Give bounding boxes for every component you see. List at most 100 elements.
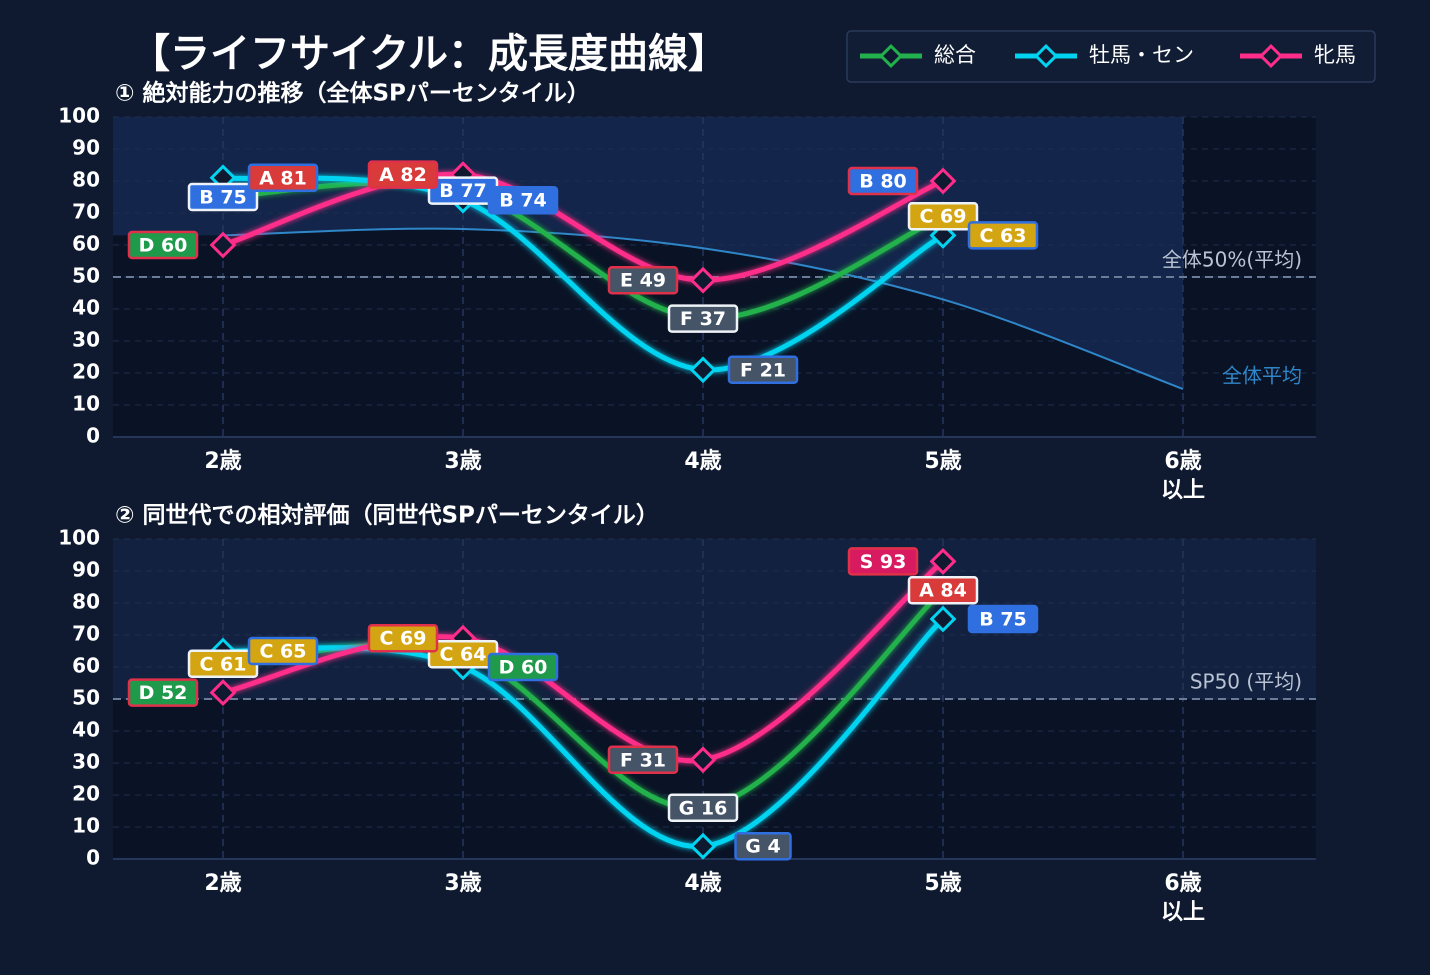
value-label-box (487, 185, 559, 215)
y-tick-label: 70 (72, 622, 100, 646)
x-tick-label: 2歳 (204, 871, 242, 896)
y-tick-label: 40 (72, 296, 100, 320)
x-tick-label: 6歳 以上 (1160, 871, 1205, 925)
y-tick-label: 90 (72, 558, 100, 582)
y-tick-label: 20 (72, 782, 100, 806)
value-label: F 21 (740, 359, 786, 381)
y-tick-label: 60 (72, 654, 100, 678)
point-marker (689, 832, 717, 860)
point-marker (929, 605, 957, 633)
value-label: S 93 (860, 551, 907, 573)
value-label-box (967, 604, 1039, 634)
x-tick-label: 6歳 以上 (1160, 449, 1205, 503)
value-label: B 77 (439, 180, 487, 202)
value-label-box (247, 163, 319, 193)
reference-label: SP50 (平均) (1190, 670, 1302, 694)
value-label-box (727, 355, 799, 385)
y-tick-label: 70 (72, 200, 100, 224)
value-label: C 69 (380, 628, 427, 650)
y-tick-label: 0 (86, 846, 100, 870)
value-label-box (847, 166, 919, 196)
value-label-box (907, 575, 979, 605)
x-tick-label: 3歳 (444, 449, 482, 474)
value-label: C 61 (200, 653, 247, 675)
x-tick-label: 5歳 (924, 871, 962, 896)
upper-region (113, 539, 1316, 699)
value-label-box (367, 623, 439, 653)
value-label: B 75 (979, 609, 1027, 631)
value-label: C 69 (920, 206, 967, 228)
value-label-box (487, 652, 559, 682)
y-tick-label: 20 (72, 360, 100, 384)
value-label-box (127, 678, 199, 707)
value-label: F 31 (620, 749, 666, 771)
value-label: A 82 (379, 164, 427, 186)
value-label: A 84 (919, 580, 967, 602)
value-label: C 63 (980, 225, 1027, 247)
point-marker (209, 679, 237, 707)
y-tick-label: 30 (72, 750, 100, 774)
value-label-box (967, 221, 1039, 250)
y-tick-label: 40 (72, 718, 100, 742)
legend-marker (878, 43, 904, 69)
series-line (220, 558, 946, 764)
point-marker (689, 746, 717, 774)
value-label: D 60 (499, 657, 548, 679)
page-title: 【ライフサイクル：成長度曲線】 (130, 31, 728, 77)
y-tick-label: 90 (72, 136, 100, 160)
legend-marker (1258, 43, 1284, 69)
value-label: D 52 (139, 682, 188, 704)
legend-box (846, 30, 1376, 83)
value-label-box (367, 160, 439, 189)
y-tick-label: 10 (72, 814, 100, 838)
point-marker (689, 266, 717, 294)
point-marker (689, 356, 717, 384)
value-label: F 37 (680, 308, 726, 330)
x-tick-label: 4歳 (684, 449, 722, 474)
y-tick-label: 50 (72, 686, 100, 710)
y-tick-label: 60 (72, 232, 100, 256)
y-tick-label: 100 (58, 526, 100, 550)
value-label: D 60 (139, 235, 188, 257)
value-label-box (667, 793, 739, 823)
value-label: E 49 (620, 270, 666, 292)
legend-label: 総合 (934, 43, 976, 67)
point-marker (929, 547, 957, 575)
legend-marker (1033, 43, 1059, 69)
value-label-box (667, 304, 739, 333)
value-label-box (907, 201, 979, 231)
value-label-box (734, 831, 792, 861)
y-tick-label: 30 (72, 328, 100, 352)
value-label-box (247, 636, 319, 666)
value-label-box (607, 265, 679, 295)
value-label-box (187, 182, 259, 212)
baseline-line (222, 227, 1184, 390)
y-tick-label: 0 (86, 424, 100, 448)
value-label: G 16 (679, 797, 728, 819)
value-label: B 80 (859, 171, 907, 193)
value-label: B 74 (499, 190, 547, 212)
y-tick-label: 80 (72, 168, 100, 192)
chart-subtitle: ① 絶対能力の推移（全体SPパーセンタイル） (115, 80, 590, 107)
baseline-label: 全体平均 (1222, 364, 1302, 388)
x-tick-label: 4歳 (684, 871, 722, 896)
value-label-box (847, 547, 919, 576)
y-tick-label: 80 (72, 590, 100, 614)
series-line (220, 616, 946, 849)
point-marker (209, 231, 237, 259)
value-label-box (127, 230, 199, 260)
x-tick-label: 5歳 (924, 449, 962, 474)
y-tick-label: 100 (58, 104, 100, 128)
reference-label: 全体50%(平均) (1162, 248, 1302, 272)
chart-subtitle: ② 同世代での相対評価（同世代SPパーセンタイル） (115, 502, 659, 529)
value-label-box (607, 745, 679, 775)
value-label: C 65 (260, 641, 307, 663)
value-label: C 64 (440, 644, 487, 666)
value-label: G 4 (745, 836, 780, 858)
series-line (220, 175, 946, 373)
legend-label: 牝馬 (1314, 43, 1356, 67)
y-tick-label: 10 (72, 392, 100, 416)
series-line (220, 171, 946, 283)
